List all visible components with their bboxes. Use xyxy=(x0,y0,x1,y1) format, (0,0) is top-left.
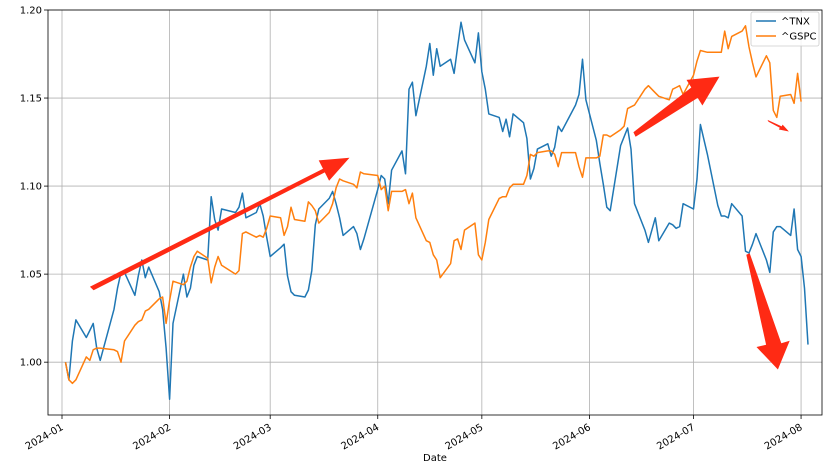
series-line-tnx xyxy=(64,21,809,400)
y-tick-label: 1.10 xyxy=(20,182,42,193)
annotation-arrow xyxy=(89,157,350,291)
annotation-arrow xyxy=(746,253,790,370)
annotation-arrow xyxy=(633,76,720,137)
series-line-gspc xyxy=(64,25,802,385)
legend: ^TNX ^GSPC xyxy=(750,11,820,47)
x-axis-title: Date xyxy=(423,453,447,464)
y-axis: 1.00 1.05 1.10 1.15 1.20 xyxy=(20,6,48,369)
y-tick-label: 1.20 xyxy=(20,6,42,17)
legend-label-gspc: ^GSPC xyxy=(781,32,817,43)
annotation-arrows xyxy=(89,76,790,370)
annotation-arrow xyxy=(767,119,789,132)
y-tick-label: 1.05 xyxy=(20,270,42,281)
y-tick-label: 1.00 xyxy=(20,358,42,369)
legend-label-tnx: ^TNX xyxy=(781,17,810,28)
y-tick-label: 1.15 xyxy=(20,94,42,105)
plot-frame xyxy=(47,9,823,416)
series-layer xyxy=(64,21,809,400)
